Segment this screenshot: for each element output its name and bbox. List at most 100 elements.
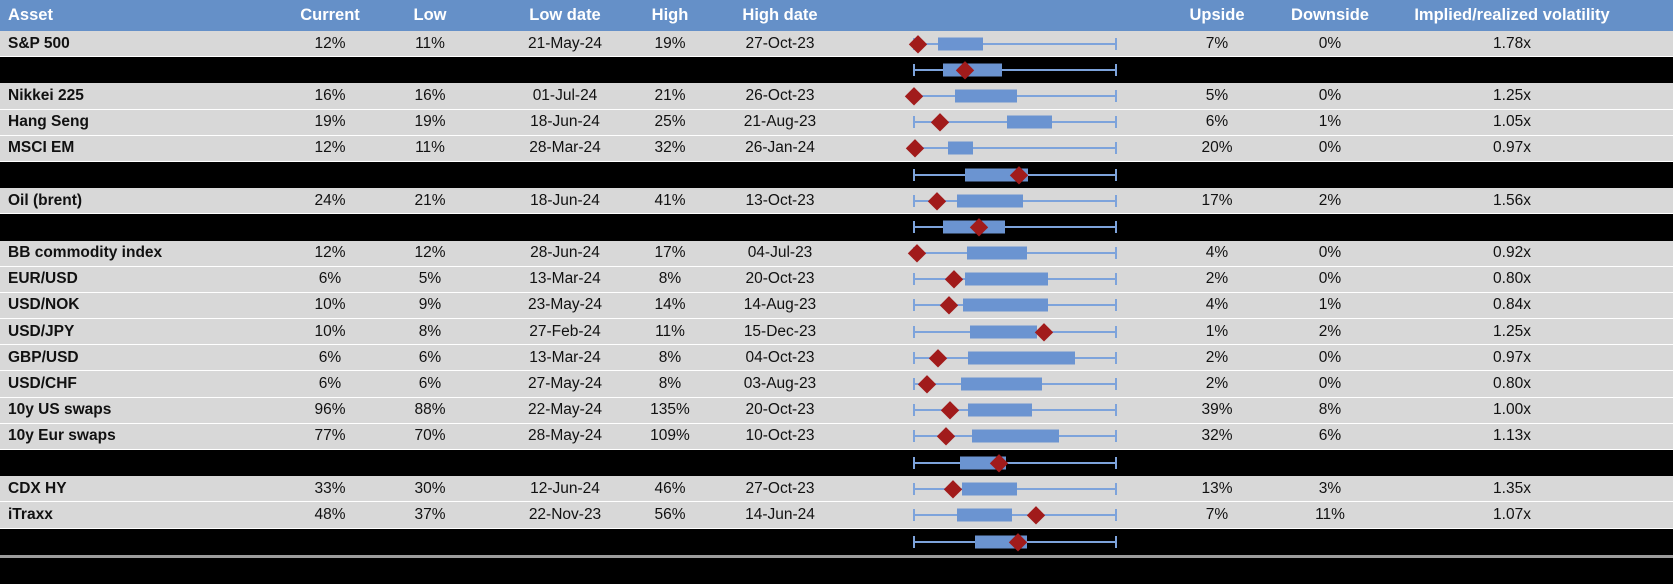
whisker-cap-right <box>1115 169 1117 182</box>
volatility-range-boxplot <box>913 293 1117 318</box>
whisker-cap-left <box>913 535 915 548</box>
range-box <box>962 298 1049 312</box>
downside-value: 2% <box>1318 322 1342 340</box>
divider-line <box>0 554 1673 558</box>
volatility-range-boxplot <box>913 214 1117 240</box>
whisker-cap-left <box>913 430 915 443</box>
high-date-value: 27-Oct-23 <box>745 34 815 52</box>
whisker-cap-left <box>913 404 915 417</box>
high-date-value: 21-Aug-23 <box>743 113 817 131</box>
low-volatility-value: 8% <box>418 322 442 340</box>
low-volatility-value <box>375 450 485 476</box>
high-date-value <box>700 162 860 188</box>
upside-value <box>1157 450 1277 476</box>
upside-value: 13% <box>1201 479 1233 497</box>
current-level-marker <box>945 270 963 289</box>
implied-realized-volatility-value: 0.80x <box>1493 375 1531 393</box>
current-volatility-value <box>270 450 390 476</box>
low-volatility-value: 88% <box>414 401 446 419</box>
downside-value: 2% <box>1318 191 1342 209</box>
whisker-line <box>913 462 1117 465</box>
current-level-marker <box>908 244 926 262</box>
implied-realized-volatility-value: 0.80x <box>1493 270 1531 288</box>
high-date-value <box>700 529 860 555</box>
downside-value: 0% <box>1318 34 1342 52</box>
high-date-value: 04-Jul-23 <box>747 244 813 262</box>
volatility-range-boxplot <box>913 345 1117 370</box>
whisker-cap-left <box>913 508 915 521</box>
high-volatility-value: 109% <box>650 427 690 445</box>
implied-realized-volatility-value <box>1392 162 1632 188</box>
volatility-range-boxplot <box>913 450 1117 476</box>
upside-value: 4% <box>1205 244 1229 262</box>
table-row: USD/CHF 6% 6% 27-May-24 8% 03-Aug-23 2% … <box>0 371 1673 398</box>
high-date-value: 26-Jan-24 <box>745 139 815 157</box>
implied-realized-volatility-value: 1.07x <box>1493 505 1531 523</box>
current-level-marker <box>931 113 949 131</box>
implied-realized-volatility-value <box>1392 214 1632 240</box>
low-volatility-value: 70% <box>414 427 446 445</box>
whisker-cap-right <box>1115 325 1117 338</box>
volatility-range-boxplot <box>905 83 1117 108</box>
whisker-cap-left <box>913 299 915 312</box>
current-volatility-value <box>270 529 390 555</box>
current-volatility-value: 6% <box>318 270 342 288</box>
group-separator-row <box>0 161 1673 189</box>
low-volatility-value <box>375 529 485 555</box>
volatility-range-boxplot <box>913 110 1117 135</box>
column-header-high-date: High date <box>742 6 818 24</box>
column-header-asset: Asset <box>8 6 53 24</box>
current-volatility-value: 12% <box>314 139 346 157</box>
implied-realized-volatility-value: 0.84x <box>1493 296 1531 314</box>
column-header-upside: Upside <box>1189 6 1245 24</box>
upside-value: 2% <box>1205 375 1229 393</box>
whisker-cap-left <box>913 325 915 338</box>
asset-name: GBP/USD <box>8 348 79 366</box>
range-box <box>957 508 1012 522</box>
column-header-low: Low <box>413 6 447 24</box>
low-volatility-value: 11% <box>415 139 445 157</box>
high-volatility-value: 21% <box>654 86 686 104</box>
whisker-cap-right <box>1115 247 1117 260</box>
upside-value: 7% <box>1205 34 1229 52</box>
low-date-value: 22-Nov-23 <box>528 505 602 523</box>
implied-realized-volatility-value: 1.56x <box>1493 191 1531 209</box>
volatility-range-boxplot <box>913 476 1117 501</box>
high-volatility-value: 46% <box>654 479 686 497</box>
asset-name: iTraxx <box>8 505 53 523</box>
column-header-implied-realized-volatility: Implied/realized volatility <box>1414 6 1610 24</box>
table-row: iTraxx 48% 37% 22-Nov-23 56% 14-Jun-24 7… <box>0 502 1673 529</box>
asset-name <box>8 529 270 555</box>
implied-realized-volatility-value: 1.05x <box>1493 113 1531 131</box>
low-date-value: 13-Mar-24 <box>529 270 601 288</box>
downside-value <box>1270 529 1390 555</box>
implied-realized-volatility-value: 1.25x <box>1493 322 1531 340</box>
asset-name <box>8 214 270 240</box>
low-volatility-value <box>375 57 485 83</box>
implied-realized-volatility-value <box>1392 450 1632 476</box>
downside-value: 0% <box>1318 348 1342 366</box>
table-row: EUR/USD 6% 5% 13-Mar-24 8% 20-Oct-23 2% … <box>0 266 1673 293</box>
whisker-cap-left <box>913 457 915 470</box>
downside-value <box>1270 450 1390 476</box>
table-row: Oil (brent) 24% 21% 18-Jun-24 41% 13-Oct… <box>0 188 1673 215</box>
range-box <box>961 482 1018 496</box>
volatility-range-boxplot <box>913 162 1117 188</box>
high-date-value: 04-Oct-23 <box>745 348 815 366</box>
asset-name: 10y Eur swaps <box>8 427 116 445</box>
high-date-value: 20-Oct-23 <box>745 270 815 288</box>
low-date-value: 28-May-24 <box>527 427 603 445</box>
upside-value: 2% <box>1205 270 1229 288</box>
asset-name: Nikkei 225 <box>8 86 84 104</box>
downside-value <box>1270 214 1390 240</box>
range-box <box>938 37 983 51</box>
table-row: 10y Eur swaps 77% 70% 28-May-24 109% 10-… <box>0 423 1673 450</box>
whisker-cap-right <box>1115 221 1117 234</box>
high-date-value: 14-Jun-24 <box>745 505 815 523</box>
table-row: S&P 500 12% 11% 21-May-24 19% 27-Oct-23 … <box>0 31 1673 58</box>
whisker-cap-left <box>913 378 915 391</box>
high-date-value: 26-Oct-23 <box>745 86 815 104</box>
asset-name <box>8 57 270 83</box>
volatility-range-boxplot <box>906 136 1117 161</box>
low-volatility-value: 6% <box>418 375 442 393</box>
